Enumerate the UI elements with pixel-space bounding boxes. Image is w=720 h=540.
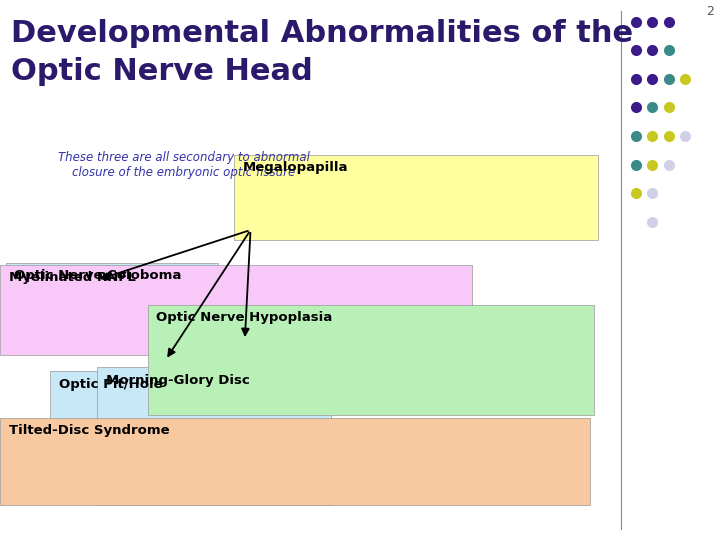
FancyBboxPatch shape — [97, 367, 331, 505]
FancyBboxPatch shape — [234, 155, 598, 240]
Text: 2: 2 — [706, 5, 714, 18]
FancyBboxPatch shape — [148, 305, 594, 415]
FancyBboxPatch shape — [0, 418, 590, 505]
FancyBboxPatch shape — [6, 263, 218, 325]
Text: Megalopapilla: Megalopapilla — [243, 161, 348, 174]
Text: Morning-Glory Disc: Morning-Glory Disc — [106, 374, 250, 387]
Text: Optic Nerve Head: Optic Nerve Head — [11, 57, 312, 86]
Text: Optic Nerve Coloboma: Optic Nerve Coloboma — [14, 269, 181, 282]
Text: Tilted-Disc Syndrome: Tilted-Disc Syndrome — [9, 424, 169, 437]
Text: Optic Pit/Hole: Optic Pit/Hole — [59, 378, 163, 391]
FancyBboxPatch shape — [0, 265, 472, 355]
Text: Myelinated RNFL: Myelinated RNFL — [9, 272, 135, 285]
Text: These three are all secondary to abnormal
closure of the embryonic optic fissure: These three are all secondary to abnorma… — [58, 151, 310, 179]
FancyBboxPatch shape — [50, 372, 259, 420]
Text: Developmental Abnormalities of the: Developmental Abnormalities of the — [11, 19, 633, 48]
Text: Optic Nerve Hypoplasia: Optic Nerve Hypoplasia — [156, 312, 333, 325]
